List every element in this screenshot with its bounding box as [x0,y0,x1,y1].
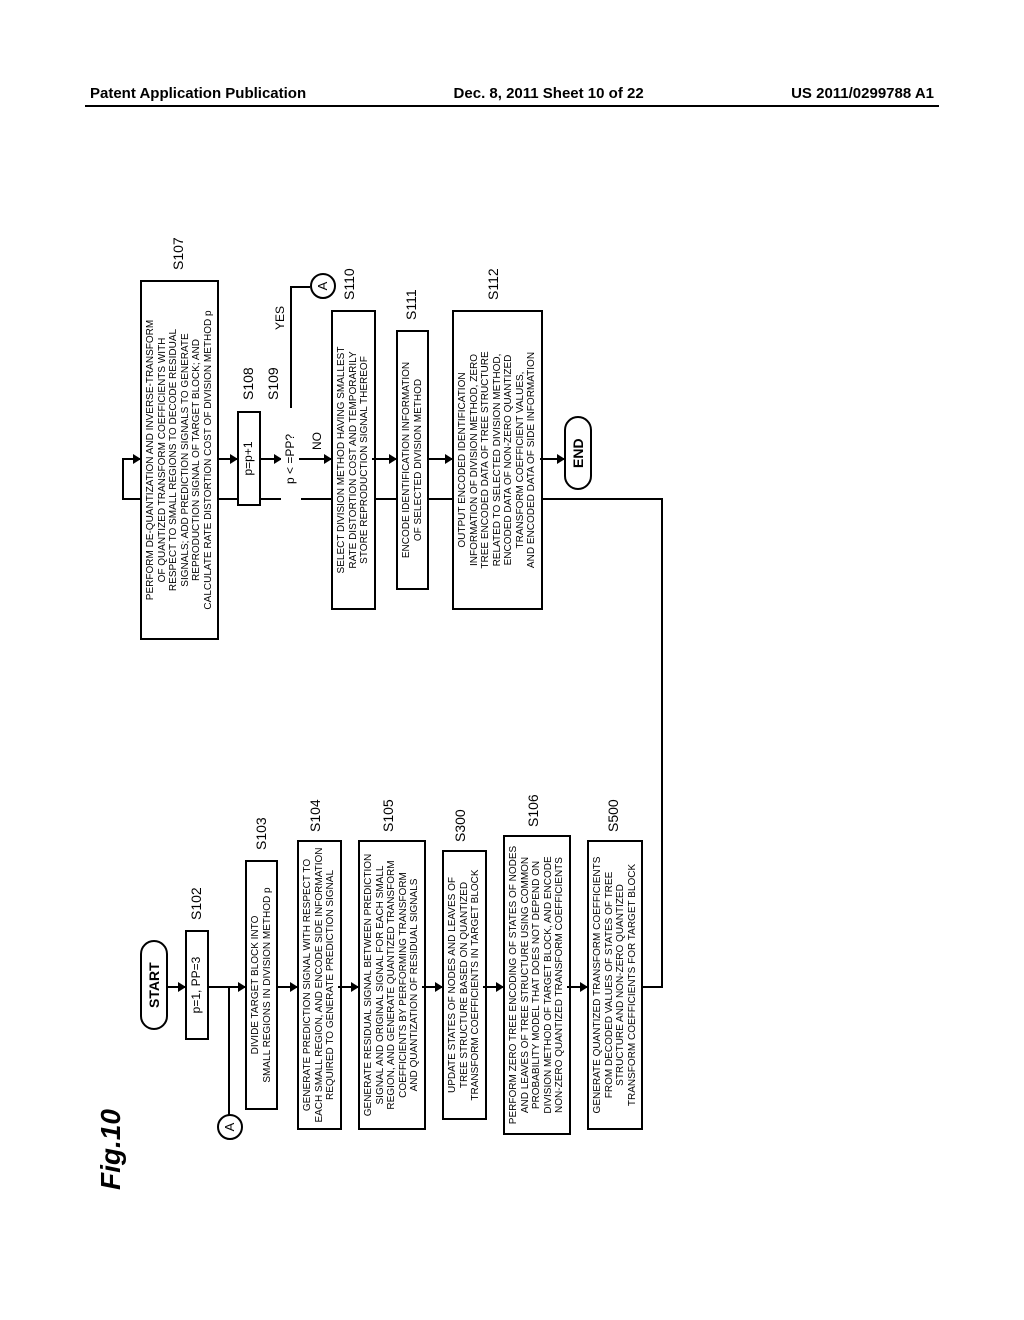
s112-label: S112 [485,268,501,300]
s106-label: S106 [525,794,541,827]
connector-a-right: A [310,273,336,299]
line [661,498,663,988]
end-text: END [570,438,586,468]
start-terminator: START [140,940,168,1030]
header-divider [85,105,939,107]
s108-label: S108 [240,367,256,400]
no-label: NO [310,432,324,450]
line [228,988,230,1115]
s300-box: UPDATE STATES OF NODES AND LEAVES OF TRE… [442,850,487,1120]
yes-label: YES [273,306,287,330]
s110-text: SELECT DIVISION METHOD HAVING SMALLEST R… [336,347,370,574]
s111-box: ENCODE IDENTIFICATION INFORMATION OF SEL… [396,330,429,590]
s112-box: OUTPUT ENCODED IDENTIFICATION INFORMATIO… [452,310,543,610]
line [290,286,310,288]
s107-box: PERFORM DE-QUANTIZATION AND INVERSE-TRAN… [140,280,219,640]
s102-label: S102 [188,887,204,920]
page-header: Patent Application Publication Dec. 8, 2… [0,85,1024,102]
line [122,460,124,500]
arrow [277,986,297,988]
arrow [372,458,396,460]
s300-label: S300 [452,809,468,842]
s500-box: GENERATE QUANTIZED TRANSFORM COEFFICIENT… [587,840,643,1130]
arrow [338,986,358,988]
header-right: US 2011/0299788 A1 [791,85,934,102]
arrow [122,458,140,460]
s104-text: GENERATE PREDICTION SIGNAL WITH RESPECT … [302,847,336,1122]
s109-decision: p < =PP? [281,408,301,510]
connector-a-left: A [217,1114,243,1140]
s111-text: ENCODE IDENTIFICATION INFORMATION OF SEL… [401,362,424,558]
s110-label: S110 [341,268,357,300]
connector-a-text: A [222,1123,237,1132]
s103-label: S103 [253,817,269,850]
line [642,986,662,988]
s300-text: UPDATE STATES OF NODES AND LEAVES OF TRE… [447,869,481,1100]
arrow [217,458,237,460]
arrow [567,986,587,988]
s108-text: p=p+1 [241,441,255,475]
init-text: p=1, PP=3 [189,957,203,1014]
s108-box: p=p+1 [237,411,261,506]
s112-text: OUTPUT ENCODED IDENTIFICATION INFORMATIO… [457,351,537,568]
s103-text: DIVIDE TARGET BLOCK INTO SMALL REGIONS I… [250,887,273,1082]
arrow [428,458,452,460]
s104-box: GENERATE PREDICTION SIGNAL WITH RESPECT … [297,840,342,1130]
s105-text: GENERATE RESIDUAL SIGNAL BETWEEN PREDICT… [363,854,420,1116]
arrow [422,986,442,988]
line [290,288,292,408]
header-center: Dec. 8, 2011 Sheet 10 of 22 [454,85,644,102]
arrow [261,458,281,460]
figure-label: Fig.10 [95,1109,127,1190]
init-box: p=1, PP=3 [185,930,209,1040]
s109-text: p < =PP? [283,434,297,484]
s500-text: GENERATE QUANTIZED TRANSFORM COEFFICIENT… [592,857,638,1114]
s104-label: S104 [307,799,323,832]
start-text: START [146,962,162,1008]
figure-inner: Fig.10 START p=1, PP=3 S102 A DIVIDE TAR… [85,170,905,1200]
header-left: Patent Application Publication [90,85,306,102]
s107-text: PERFORM DE-QUANTIZATION AND INVERSE-TRAN… [145,310,214,609]
figure-area: Fig.10 START p=1, PP=3 S102 A DIVIDE TAR… [0,275,1010,1095]
arrow [540,458,564,460]
arrow [483,986,503,988]
s107-label: S107 [170,237,186,270]
arrow [299,458,331,460]
connector-a-text2: A [315,282,330,291]
s500-label: S500 [605,799,621,832]
arrow [167,986,185,988]
s103-box: DIVIDE TARGET BLOCK INTO SMALL REGIONS I… [245,860,278,1110]
s105-label: S105 [380,799,396,832]
s111-label: S111 [403,289,419,320]
s109-label: S109 [265,367,281,400]
s106-box: PERFORM ZERO TREE ENCODING OF STATES OF … [503,835,571,1135]
s106-text: PERFORM ZERO TREE ENCODING OF STATES OF … [508,846,565,1124]
s110-box: SELECT DIVISION METHOD HAVING SMALLEST R… [331,310,376,610]
s105-box: GENERATE RESIDUAL SIGNAL BETWEEN PREDICT… [358,840,426,1130]
end-terminator: END [564,416,592,490]
